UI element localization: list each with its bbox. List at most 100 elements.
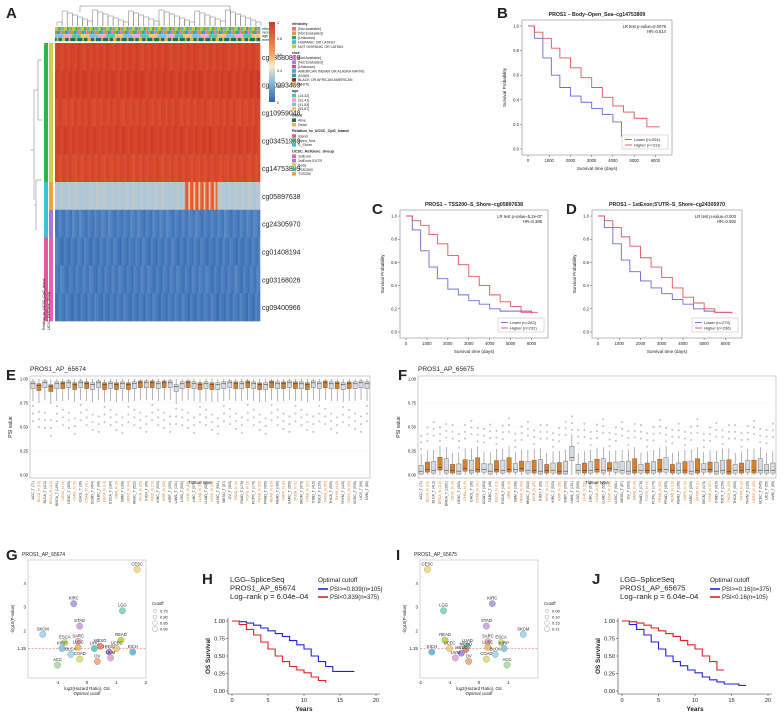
heatmap-cell: [106, 182, 109, 211]
annotation-cell: [215, 27, 218, 31]
legend-item: TSS200: [298, 172, 311, 176]
outlier: [282, 412, 285, 415]
heatmap-cell: [131, 70, 134, 99]
outlier: [457, 440, 460, 442]
dendrogram-branch: [214, 18, 221, 26]
row-label: cg05897638: [262, 194, 301, 201]
row-label: cg14753809: [262, 166, 301, 173]
heatmap-cell: [92, 265, 95, 294]
heatmap-cell: [118, 265, 121, 294]
y-tick-label: 1.0: [513, 24, 519, 29]
annotation-cell: [248, 27, 251, 31]
annotation-cell: [178, 34, 181, 38]
outlier: [217, 432, 219, 435]
heatmap-cell: [119, 209, 122, 238]
category-label: THYM_N (2): [739, 481, 743, 501]
outlier: [539, 430, 542, 433]
heatmap-cell: [109, 209, 112, 238]
box: [632, 458, 638, 474]
heatmap-cell: [208, 209, 211, 238]
heatmap-cell: [200, 43, 203, 72]
box: [257, 382, 262, 390]
annotation-cell: [251, 37, 254, 42]
box: [340, 382, 346, 390]
outlier: [199, 413, 201, 416]
outlier: [520, 425, 523, 428]
heatmap-cell: [92, 293, 95, 322]
heatmap-cell: [73, 43, 76, 72]
heatmap-cell: [150, 237, 153, 266]
heatmap-cell: [196, 98, 199, 127]
outlier: [342, 413, 345, 416]
row-label: cg03168026: [262, 277, 301, 284]
heatmap-cell: [72, 182, 75, 211]
heatmap-cell: [68, 126, 71, 155]
outlier: [79, 419, 82, 422]
heatmap-cell: [189, 43, 192, 72]
dendrogram-branch: [209, 16, 216, 26]
outlier: [157, 424, 160, 426]
outlier: [360, 423, 362, 425]
heatmap-cell: [159, 126, 162, 155]
dendrogram-branch: [199, 12, 206, 26]
panel-label-f: F: [398, 367, 407, 384]
x-tick-label: 5: [266, 698, 269, 704]
heatmap-cell: [244, 293, 247, 322]
heatmap-cell: [186, 237, 189, 266]
heatmap-cell: [251, 293, 254, 322]
legend-swatch: [292, 138, 296, 143]
heatmap-cell: [68, 209, 71, 238]
heatmap-cell: [142, 98, 145, 127]
heatmap-cell: [148, 154, 151, 183]
legend-item: 1stExon;5'UTR: [298, 159, 322, 163]
heatmap-cell: [222, 237, 225, 266]
heatmap-cell: [94, 237, 97, 266]
heatmap-cell: [167, 126, 170, 155]
annotation-cell: [196, 30, 199, 34]
annotation-cell: [176, 27, 179, 31]
heatmap-cell: [241, 237, 244, 266]
category-label: KICH_N (25): [532, 481, 536, 501]
heatmap-cell: [224, 265, 227, 294]
heatmap-cell: [201, 237, 204, 266]
point-label: KIRC: [69, 596, 79, 601]
annotation-cell: [224, 27, 227, 31]
annotation-cell: [90, 27, 93, 31]
category-label: SARC_N (2): [683, 481, 687, 500]
heatmap-cell: [207, 154, 210, 183]
legend-label: Higher (n=311): [634, 143, 661, 148]
heatmap-cell: [152, 154, 155, 183]
x-tick-label: 2000: [566, 158, 576, 163]
heatmap-cell: [162, 126, 165, 155]
heatmap-cell: [133, 182, 136, 211]
y-tick-label: 1.25: [17, 646, 26, 651]
heatmap-cell: [241, 265, 244, 294]
outlier: [103, 405, 106, 408]
x-axis-label: Survival time (days): [577, 166, 618, 171]
outlier: [264, 432, 267, 435]
heatmap-cell: [224, 98, 227, 127]
legend-item: Open_Sea: [298, 139, 315, 143]
outlier: [646, 439, 649, 441]
outlier: [240, 416, 243, 419]
annotation-cell: [167, 37, 170, 42]
heatmap-cell: [61, 43, 64, 72]
heatmap-cell: [258, 126, 261, 155]
y-axis-label: OS Survival: [205, 638, 212, 674]
heatmap-cell: [253, 182, 256, 211]
category-label: MESO_T (87): [222, 481, 226, 503]
heatmap-cell: [189, 265, 192, 294]
point-label: STAD: [481, 618, 492, 623]
annotation-cell: [244, 34, 247, 38]
heatmap-cell: [232, 126, 235, 155]
column-dendrogram: [56, 5, 262, 26]
heatmap-cell: [230, 182, 233, 211]
outlier: [728, 437, 730, 440]
heatmap-cell: [99, 98, 102, 127]
heatmap-cell: [101, 43, 104, 72]
annotation-cell: [123, 30, 126, 34]
category-label: ACC_T (71): [31, 481, 35, 500]
outlier: [234, 412, 237, 415]
heatmap-cell: [154, 126, 157, 155]
